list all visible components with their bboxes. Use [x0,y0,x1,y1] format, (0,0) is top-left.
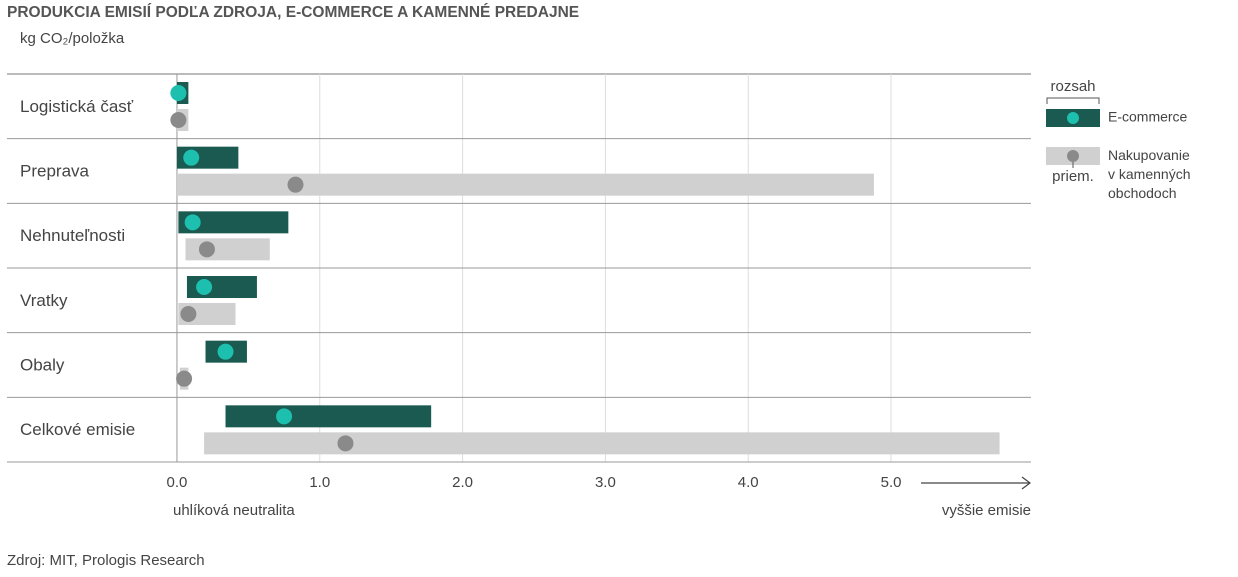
legend-dot [1067,150,1079,162]
average-dot [196,279,213,295]
range-bar [185,238,270,261]
x-tick-label: 1.0 [309,474,330,491]
x-annotation: vyššie emisie [942,502,1031,519]
source: Zdroj: MIT, Prologis Research [7,552,205,569]
average-dot [198,241,215,258]
x-annotation: uhlíková neutralita [173,502,295,519]
category-label: Vratky [20,291,68,310]
chart-subtitle: kg CO₂/položka [20,30,125,47]
average-dot [184,214,201,231]
x-tick-label: 3.0 [595,474,616,491]
range-bar [176,173,874,196]
x-tick-label: 0.0 [167,474,188,491]
legend-avg: priem. [1052,168,1094,185]
chart-title: PRODUKCIA EMISIÍ PODĽA ZDROJA, E-COMMERC… [7,4,579,21]
average-dot [217,343,234,360]
average-dot [170,112,187,128]
category-label: Preprava [20,161,90,180]
legend-range: rozsah [1050,78,1095,95]
x-tick-label: 2.0 [452,474,473,491]
category-label: Obaly [20,355,65,374]
average-dot [183,149,200,166]
legend-label: Nakupovanie v kamenných obchodoch [1108,147,1191,201]
range-bar [204,432,1000,455]
range-bar [178,211,289,234]
category-label: Celkové emisie [20,420,135,439]
average-dot [337,435,354,452]
x-tick-label: 4.0 [738,474,759,491]
average-dot [170,85,187,101]
average-dot [276,408,293,425]
legend-label: E-commerce [1108,109,1188,125]
range-bar [225,405,432,428]
average-dot [180,306,197,322]
legend-dot [1067,112,1079,124]
arrow-head [1021,476,1031,490]
x-tick-label: 5.0 [881,474,902,491]
category-label: Nehnuteľnosti [20,226,125,245]
legend-bracket [1046,97,1100,104]
average-dot [287,176,304,193]
average-dot [176,370,193,387]
category-label: Logistická časť [20,97,134,116]
